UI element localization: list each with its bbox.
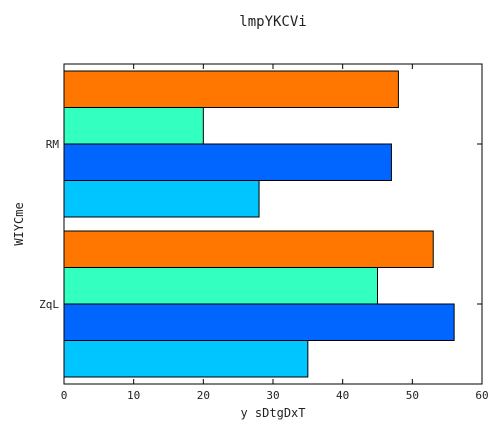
x-tick-label: 20	[197, 389, 210, 402]
x-tick-label: 30	[266, 389, 279, 402]
bar-zql-series-2	[63, 303, 455, 341]
x-axis-label: y sDtgDxT	[240, 406, 305, 420]
bar-zql-series-3	[63, 267, 378, 305]
bar-rm-series-4	[63, 70, 399, 108]
bar-rm-series-1	[63, 180, 260, 218]
y-tick-label-rm: RM	[46, 138, 60, 151]
y-axis-label: WIYCme	[12, 202, 26, 245]
x-tick-label: 40	[336, 389, 349, 402]
bar-zql-series-4	[63, 230, 434, 268]
chart-title: lmpYKCVi	[239, 14, 306, 30]
bar-rm-series-2	[63, 143, 392, 181]
bar-zql-series-1	[63, 340, 309, 378]
bar-rm-series-3	[63, 107, 204, 145]
x-tick-label: 60	[475, 389, 488, 402]
y-axis-ticks: ZqL RM	[39, 138, 482, 311]
x-tick-label: 50	[406, 389, 419, 402]
x-axis-ticks: 0 10 20 30 40 50 60	[61, 64, 489, 402]
bars-layer	[63, 70, 455, 378]
x-tick-label: 10	[127, 389, 140, 402]
x-tick-label: 0	[61, 389, 68, 402]
y-tick-label-zql: ZqL	[39, 298, 59, 311]
